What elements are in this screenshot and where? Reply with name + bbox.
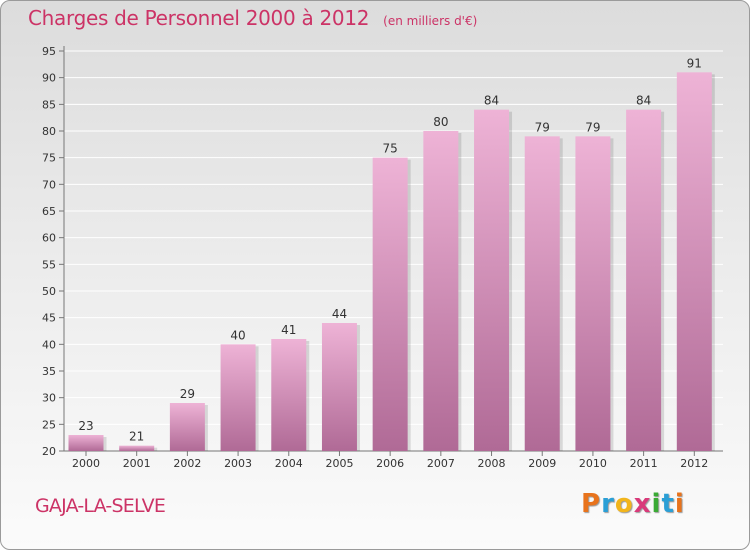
bar bbox=[575, 136, 611, 452]
bar bbox=[676, 72, 712, 451]
data-label: 84 bbox=[484, 94, 499, 108]
y-tick-label: 65 bbox=[42, 205, 56, 218]
logo-letter: P bbox=[581, 489, 602, 519]
chart-subtitle: (en milliers d'€) bbox=[383, 14, 478, 28]
data-label: 75 bbox=[383, 142, 398, 156]
bar bbox=[626, 109, 662, 452]
y-tick-label: 35 bbox=[42, 365, 56, 378]
y-tick-label: 95 bbox=[42, 45, 56, 58]
logo-letter: i bbox=[651, 489, 662, 519]
x-tick-label: 2003 bbox=[224, 457, 252, 470]
x-tick-label: 2005 bbox=[325, 457, 353, 470]
data-label: 84 bbox=[636, 94, 651, 108]
bar bbox=[524, 136, 560, 452]
x-tick-label: 2002 bbox=[173, 457, 201, 470]
bar bbox=[271, 339, 307, 451]
data-label: 91 bbox=[687, 56, 702, 70]
data-label: 80 bbox=[433, 115, 448, 129]
logo-letter: r bbox=[601, 489, 615, 519]
y-tick-label: 80 bbox=[42, 125, 56, 138]
x-tick-label: 2010 bbox=[579, 457, 607, 470]
x-tick-label: 2006 bbox=[376, 457, 404, 470]
logo-letter: x bbox=[633, 489, 652, 519]
data-label: 40 bbox=[230, 328, 245, 342]
bar bbox=[68, 435, 104, 451]
y-tick-label: 70 bbox=[42, 178, 56, 191]
logo-letter: i bbox=[674, 489, 685, 519]
x-tick-label: 2008 bbox=[478, 457, 506, 470]
x-tick-label: 2011 bbox=[630, 457, 658, 470]
data-label: 44 bbox=[332, 307, 347, 321]
y-tick-label: 25 bbox=[42, 418, 56, 431]
bar bbox=[220, 344, 256, 451]
y-tick-label: 45 bbox=[42, 312, 56, 325]
y-tick-label: 50 bbox=[42, 285, 56, 298]
data-label: 41 bbox=[281, 323, 296, 337]
x-tick-label: 2007 bbox=[427, 457, 455, 470]
y-tick-label: 75 bbox=[42, 152, 56, 165]
data-label: 21 bbox=[129, 430, 144, 444]
data-label: 23 bbox=[78, 419, 93, 433]
bar bbox=[321, 323, 357, 451]
x-tick-label: 2012 bbox=[680, 457, 708, 470]
data-label: 79 bbox=[535, 120, 550, 134]
data-label: 29 bbox=[180, 387, 195, 401]
commune-name: GAJA-LA-SELVE bbox=[35, 495, 166, 517]
x-tick-label: 2000 bbox=[72, 457, 100, 470]
x-tick-label: 2001 bbox=[123, 457, 151, 470]
bar bbox=[169, 403, 205, 451]
y-tick-label: 30 bbox=[42, 392, 56, 405]
y-tick-label: 55 bbox=[42, 258, 56, 271]
bar bbox=[474, 109, 510, 452]
x-tick-label: 2004 bbox=[275, 457, 303, 470]
y-tick-label: 20 bbox=[42, 445, 56, 458]
y-tick-label: 60 bbox=[42, 232, 56, 245]
bar bbox=[423, 131, 459, 451]
bar bbox=[119, 445, 155, 451]
x-tick-label: 2009 bbox=[528, 457, 556, 470]
y-tick-label: 40 bbox=[42, 338, 56, 351]
proxiti-logo: Proxiti bbox=[581, 489, 685, 519]
y-tick-label: 85 bbox=[42, 98, 56, 111]
data-label: 79 bbox=[585, 120, 600, 134]
bar bbox=[372, 157, 408, 451]
logo-letter: t bbox=[661, 489, 675, 519]
y-tick-label: 90 bbox=[42, 72, 56, 85]
chart-title: Charges de Personnel 2000 à 2012 bbox=[28, 6, 370, 30]
title-row: Charges de Personnel 2000 à 2012 (en mill… bbox=[28, 6, 477, 30]
logo-letter: o bbox=[614, 489, 634, 519]
